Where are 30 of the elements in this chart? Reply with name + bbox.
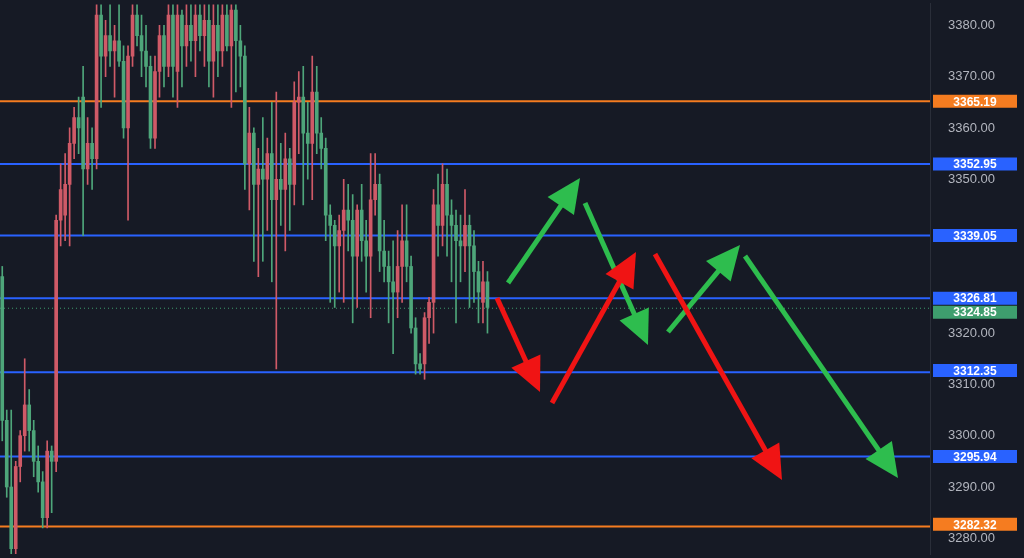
candlestick bbox=[463, 189, 467, 272]
y-tick-label: 3370.00 bbox=[948, 68, 995, 84]
candlestick bbox=[332, 219, 337, 308]
ref-line-label: 3326.81 bbox=[953, 291, 998, 306]
candlestick bbox=[391, 240, 395, 354]
ref-line-label: 3365.19 bbox=[953, 94, 998, 109]
candlestick bbox=[454, 209, 458, 324]
y-tick-label: 3350.00 bbox=[948, 170, 995, 186]
y-tick-label: 3300.00 bbox=[948, 427, 995, 443]
y-tick-label: 3380.00 bbox=[948, 16, 995, 32]
candlestick bbox=[261, 117, 265, 262]
y-tick-label: 3320.00 bbox=[948, 324, 995, 340]
candlestick bbox=[341, 178, 346, 303]
candlestick bbox=[337, 214, 342, 293]
candlestick bbox=[418, 353, 422, 375]
ref-line-label: 3295.94 bbox=[953, 449, 998, 464]
candlestick bbox=[436, 173, 440, 257]
y-tick-label: 3290.00 bbox=[948, 478, 995, 494]
y-tick-label: 3360.00 bbox=[948, 119, 995, 135]
y-tick-label: 3280.00 bbox=[948, 529, 995, 545]
ref-line-label: 3352.95 bbox=[953, 157, 998, 172]
candlestick bbox=[278, 142, 283, 226]
ref-line-label: 3339.05 bbox=[953, 228, 998, 243]
y-tick-label: 3310.00 bbox=[948, 375, 995, 391]
candlestick bbox=[108, 4, 112, 67]
ref-line-label: 3282.32 bbox=[953, 517, 998, 532]
ref-line-label: 3312.35 bbox=[953, 363, 998, 378]
ref-line-label: 3324.85 bbox=[953, 305, 998, 320]
candlestick bbox=[274, 91, 279, 370]
candlestick bbox=[305, 101, 310, 180]
